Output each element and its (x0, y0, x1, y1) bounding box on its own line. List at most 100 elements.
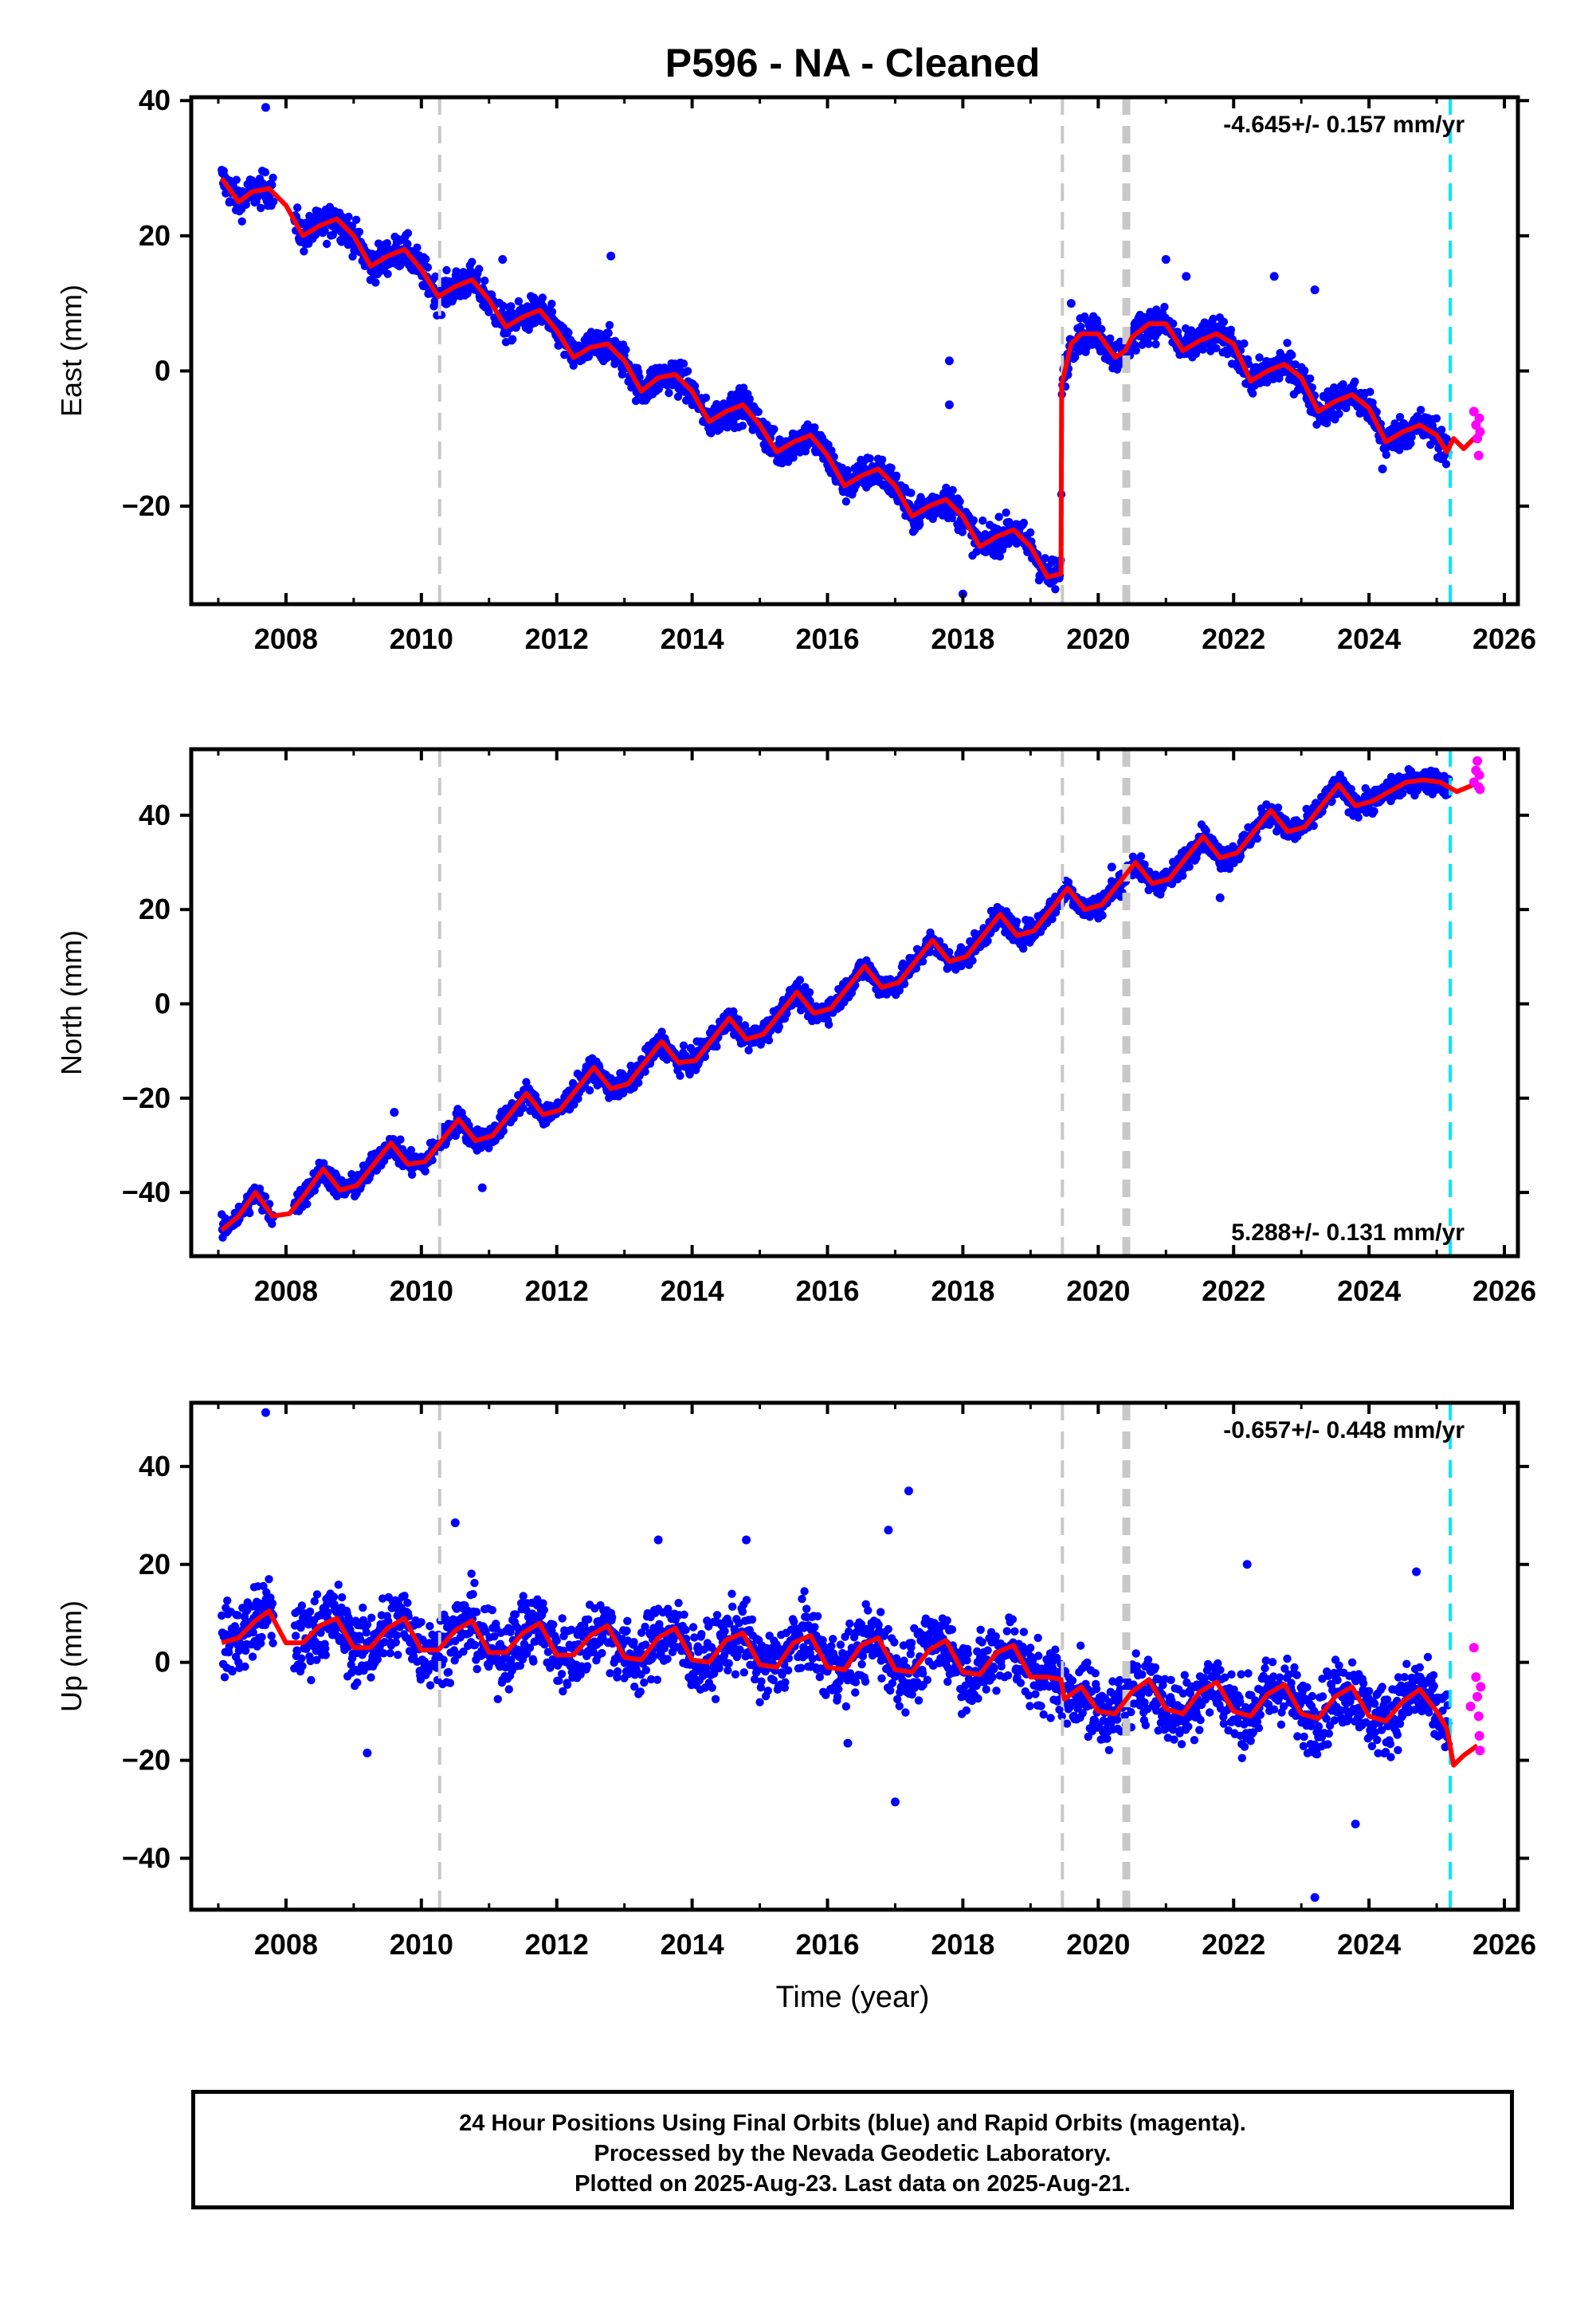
east-position-point (322, 239, 331, 249)
east-position-point (1416, 406, 1425, 414)
east-position-point (547, 300, 556, 308)
north-position-point (1253, 834, 1262, 843)
east-position-point (948, 485, 957, 495)
east-position-point (431, 272, 440, 281)
east-position-point (683, 367, 692, 375)
east-rapid-point (1475, 426, 1485, 437)
north-x-tick-label: 2012 (525, 1274, 589, 1307)
east-position-point (745, 395, 754, 403)
north-position-point (1098, 911, 1107, 920)
north-position-point (407, 1170, 417, 1180)
east-x-tick-label: 2020 (1066, 622, 1130, 655)
east-position-point (605, 320, 614, 330)
north-position-point (1136, 852, 1146, 861)
east-position-point (403, 239, 412, 249)
north-y-tick-label: 20 (139, 893, 171, 925)
up-position-point (241, 1662, 249, 1671)
east-position-point (1432, 414, 1441, 423)
east-position-point (475, 265, 484, 273)
east-position-point (584, 352, 594, 361)
north-y-tick-label: −40 (122, 1176, 171, 1208)
east-position-point (1002, 509, 1010, 517)
north-outlier-point (477, 1183, 487, 1192)
east-outlier-point (944, 400, 954, 410)
east-position-point (1051, 585, 1060, 594)
east-position-point (595, 329, 605, 338)
east-position-point (569, 361, 578, 370)
east-position-point (701, 393, 711, 403)
east-position-point (351, 215, 361, 224)
north-position-point (825, 1020, 833, 1029)
north-outlier-point (390, 1108, 399, 1117)
north-position-point (519, 1103, 527, 1113)
east-position-point (1240, 339, 1249, 348)
north-position-point (679, 1041, 688, 1050)
east-y-axis-label: East (mm) (55, 285, 88, 417)
east-outlier-point (1269, 272, 1279, 281)
east-position-point (1249, 389, 1257, 398)
north-position-point (1273, 803, 1283, 812)
east-position-point (480, 277, 489, 285)
east-x-tick-label: 2008 (254, 622, 318, 655)
east-position-point (403, 229, 413, 238)
north-x-tick-label: 2014 (661, 1274, 724, 1307)
east-outlier-point (261, 103, 270, 112)
east-position-point (827, 446, 836, 455)
east-y-tick-label: −20 (122, 489, 171, 522)
east-position-point (547, 308, 557, 316)
north-outlier-point (1215, 893, 1225, 902)
north-position-point (1398, 789, 1407, 798)
east-position-point (232, 175, 241, 184)
east-position-point (770, 425, 778, 434)
east-position-point (1351, 377, 1359, 386)
east-rapid-point (1473, 450, 1484, 461)
north-x-tick-label: 2010 (390, 1274, 453, 1307)
east-outlier-point (1182, 272, 1191, 281)
east-position-point (916, 520, 924, 528)
east-x-tick-label: 2016 (795, 622, 859, 655)
north-rapid-point (1475, 784, 1485, 795)
east-position-point (1441, 460, 1451, 469)
east-position-point (1160, 302, 1169, 312)
east-plot-frame (189, 95, 1520, 607)
east-position-point (538, 293, 547, 302)
east-position-point (1151, 340, 1160, 349)
east-position-point (877, 455, 887, 464)
east-position-point (564, 328, 573, 337)
east-position-point (907, 489, 916, 497)
east-position-point (237, 217, 246, 226)
east-position-point (1144, 340, 1153, 348)
north-position-point (764, 1036, 774, 1045)
east-position-point (1366, 387, 1374, 396)
east-position-point (383, 269, 392, 278)
east-position-point (452, 267, 461, 276)
east-rapid-point (1474, 413, 1484, 423)
east-position-point (955, 497, 964, 506)
east-panel: 2008 2010 2012 2014 2016 2018 2020 2022 2024 2026… (55, 84, 1536, 655)
east-outlier-point (498, 255, 508, 265)
east-position-point (947, 513, 957, 523)
north-x-tick-label: 2018 (931, 1274, 994, 1307)
up-position-point (223, 1596, 232, 1605)
east-position-point (892, 471, 901, 480)
east-position-point (754, 407, 763, 416)
east-y-tick-label: 0 (155, 354, 171, 387)
north-position-point (634, 1078, 643, 1087)
north-model-line (220, 777, 1479, 1232)
east-x-tick-label: 2022 (1202, 622, 1265, 655)
east-position-point (371, 278, 380, 287)
east-position-point (665, 388, 673, 398)
east-position-point (604, 328, 613, 338)
east-position-point (300, 247, 308, 256)
east-outlier-point (1378, 464, 1387, 473)
north-position-point (805, 988, 814, 997)
north-position-point (1370, 807, 1378, 815)
north-rate-label: 5.288+/- 0.131 mm/yr (1231, 1219, 1465, 1246)
east-x-tick-label: 2026 (1472, 622, 1536, 655)
east-position-point (958, 528, 967, 536)
north-outlier-point (1107, 862, 1116, 872)
north-position-point (983, 937, 992, 945)
east-x-tick-label: 2014 (661, 622, 724, 655)
north-x-tick-label: 2022 (1202, 1274, 1265, 1307)
